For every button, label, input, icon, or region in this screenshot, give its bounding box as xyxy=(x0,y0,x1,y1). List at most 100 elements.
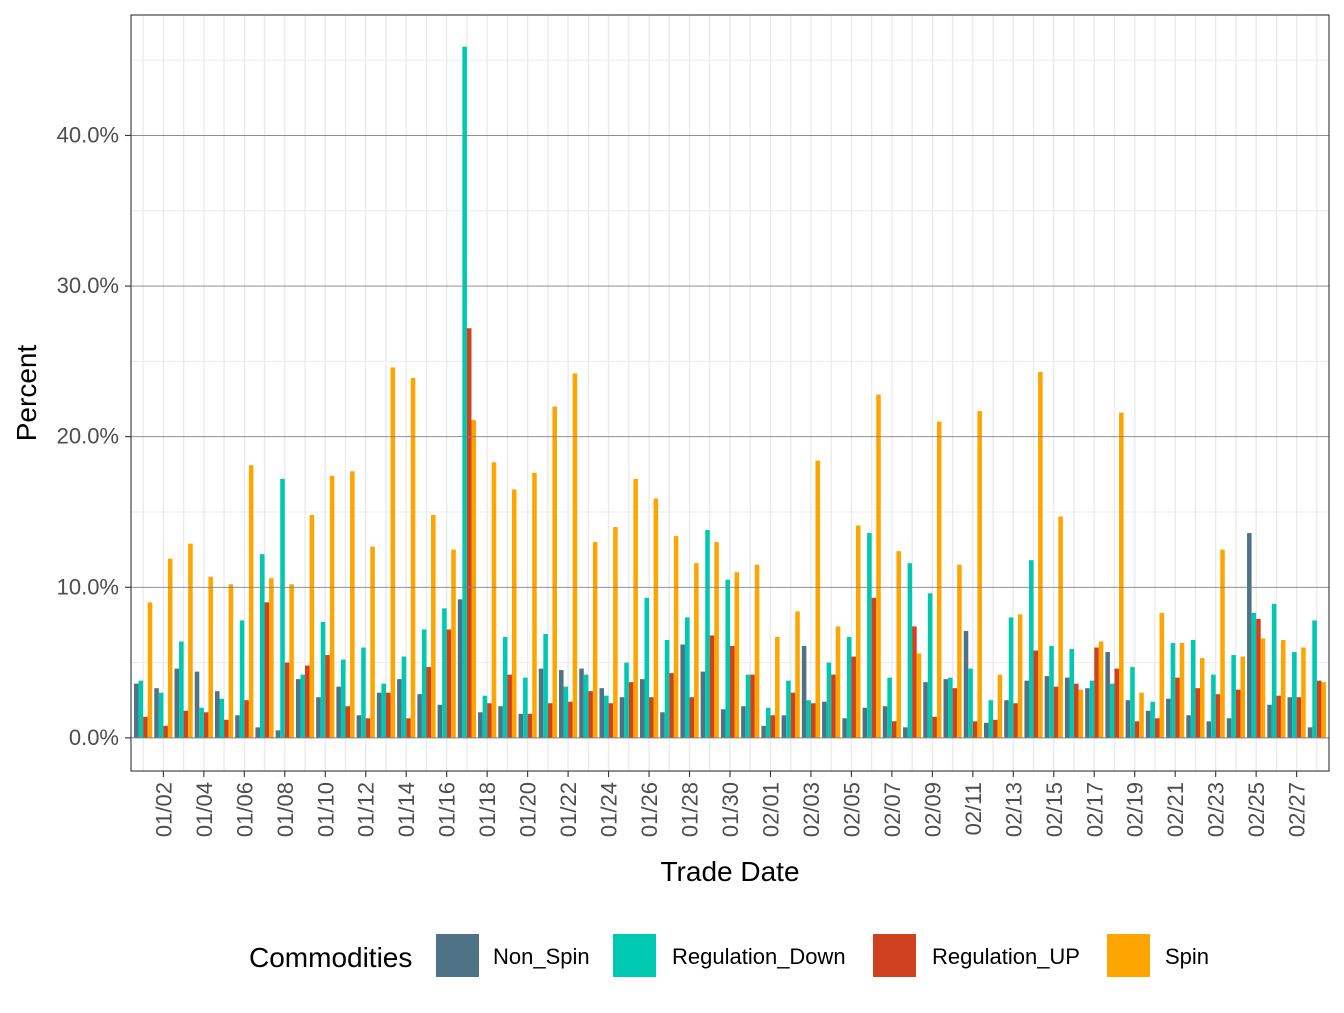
bar-regulation-up xyxy=(426,667,431,738)
bar-non-spin xyxy=(356,715,362,738)
bar-regulation-down xyxy=(1028,560,1034,738)
bar-spin xyxy=(1321,682,1326,738)
bar-regulation-down xyxy=(1292,652,1297,738)
bar-regulation-up xyxy=(790,692,796,738)
bar-regulation-down xyxy=(280,478,285,738)
bar-regulation-up xyxy=(406,718,411,738)
bar-spin xyxy=(471,420,477,738)
y-tick-label: 0.0% xyxy=(69,725,119,750)
bar-non-spin xyxy=(1044,676,1050,738)
bar-regulation-down xyxy=(1231,655,1236,738)
bar-spin xyxy=(835,626,841,738)
bar-regulation-down xyxy=(745,674,751,738)
bar-spin xyxy=(613,527,618,738)
legend-key-regulation-up xyxy=(873,934,916,977)
bar-regulation-down xyxy=(725,579,730,738)
y-axis-title: Percent xyxy=(11,345,42,442)
x-axis: 01/02 01/04 01/06 01/08 01/10 01/12 01/14 01/16… xyxy=(151,771,1310,837)
bar-non-spin xyxy=(599,688,605,738)
x-tick-label: 01/24 xyxy=(597,782,622,837)
bar-regulation-up xyxy=(203,712,209,738)
bar-regulation-up xyxy=(649,697,654,738)
x-tick-label: 01/26 xyxy=(637,782,662,837)
x-tick-label: 01/02 xyxy=(151,782,176,837)
bar-regulation-up xyxy=(993,719,998,738)
x-tick-label: 01/28 xyxy=(678,782,703,837)
bar-spin xyxy=(451,549,456,738)
bar-non-spin xyxy=(761,725,766,738)
x-tick-label: 01/18 xyxy=(475,782,500,837)
bar-non-spin xyxy=(397,679,402,738)
legend-label-regulation-down: Regulation_Down xyxy=(672,944,846,969)
bar-regulation-down xyxy=(1190,639,1196,738)
bar-non-spin xyxy=(1145,710,1151,738)
bar-spin xyxy=(1260,638,1266,738)
bar-regulation-up xyxy=(891,721,897,738)
bar-non-spin xyxy=(134,683,139,738)
x-tick-label: 02/17 xyxy=(1082,782,1107,837)
bar-spin xyxy=(410,377,416,738)
bar-spin xyxy=(1301,647,1306,738)
bar-regulation-up xyxy=(831,674,836,738)
bar-spin xyxy=(997,674,1003,738)
bar-regulation-down xyxy=(968,668,973,738)
bar-regulation-up xyxy=(244,700,249,738)
x-tick-label: 02/05 xyxy=(839,782,864,837)
bar-regulation-up xyxy=(345,706,351,738)
bar-regulation-up xyxy=(1256,618,1261,738)
bar-regulation-down xyxy=(219,698,225,738)
bar-regulation-up xyxy=(183,710,189,738)
bar-non-spin xyxy=(903,727,908,738)
bar-spin xyxy=(1280,639,1286,738)
bar-non-spin xyxy=(842,718,847,738)
bar-regulation-down xyxy=(1130,667,1135,738)
x-tick-label: 01/14 xyxy=(394,782,419,837)
bar-regulation-up xyxy=(1013,703,1018,738)
bar-regulation-up xyxy=(547,703,553,738)
bar-spin xyxy=(1220,549,1225,738)
bar-spin xyxy=(228,584,234,738)
bar-regulation-down xyxy=(705,530,710,738)
bar-non-spin xyxy=(518,713,524,738)
bar-spin xyxy=(876,394,881,738)
bar-non-spin xyxy=(801,646,807,738)
bar-regulation-up xyxy=(446,629,452,738)
bar-regulation-down xyxy=(401,656,407,738)
bar-regulation-up xyxy=(224,719,229,738)
legend-key-regulation-down xyxy=(613,934,656,977)
bar-non-spin xyxy=(862,707,868,738)
bar-regulation-up xyxy=(385,692,391,738)
bar-regulation-up xyxy=(1316,680,1322,738)
bar-spin xyxy=(694,563,699,738)
bar-spin xyxy=(673,536,679,738)
bar-non-spin xyxy=(1307,727,1313,738)
bar-spin xyxy=(511,489,517,738)
bar-regulation-up xyxy=(1154,718,1160,738)
bar-regulation-up xyxy=(1215,694,1221,738)
bar-non-spin xyxy=(943,679,949,738)
bar-regulation-down xyxy=(543,633,548,738)
legend-label-spin: Spin xyxy=(1165,944,1209,969)
bar-non-spin xyxy=(781,715,787,738)
bar-regulation-up xyxy=(466,328,472,738)
bar-non-spin xyxy=(923,682,928,738)
bar-regulation-up xyxy=(163,725,168,738)
bars xyxy=(134,46,1326,738)
bar-non-spin xyxy=(579,668,584,738)
x-tick-label: 02/23 xyxy=(1204,782,1229,837)
x-tick-label: 02/09 xyxy=(920,782,945,837)
x-tick-label: 02/25 xyxy=(1244,782,1269,837)
bar-non-spin xyxy=(1206,721,1212,738)
x-axis-title: Trade Date xyxy=(660,856,799,887)
x-tick-label: 01/06 xyxy=(232,782,257,837)
bar-non-spin xyxy=(741,706,746,738)
bar-non-spin xyxy=(1226,718,1232,738)
bar-regulation-down xyxy=(867,533,872,738)
bar-regulation-down xyxy=(320,621,326,738)
bar-regulation-up xyxy=(325,655,330,738)
bar-non-spin xyxy=(538,668,544,738)
bar-non-spin xyxy=(983,722,989,738)
bar-regulation-up xyxy=(851,656,856,738)
